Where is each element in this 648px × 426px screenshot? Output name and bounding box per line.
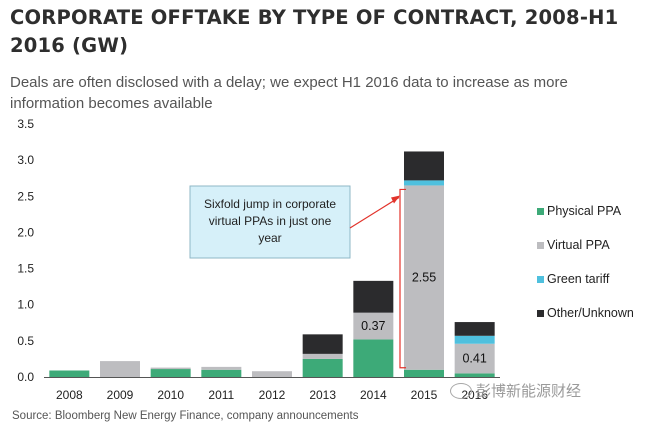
legend-swatch-virtual-ppa bbox=[537, 242, 544, 249]
bar-2013-physical-ppa bbox=[302, 358, 343, 377]
bar-2011-virtual-ppa bbox=[201, 366, 242, 370]
x-tick-label: 2012 bbox=[259, 388, 286, 402]
data-label-2016: 0.41 bbox=[462, 352, 486, 366]
y-tick-label: 2.5 bbox=[17, 189, 34, 203]
y-tick-label: 1.0 bbox=[17, 298, 34, 312]
bar-2015-other-unknown bbox=[404, 151, 444, 181]
bar-2016-green-tariff bbox=[454, 335, 495, 344]
legend: Physical PPA Virtual PPA Green tariff Other… bbox=[537, 204, 634, 320]
watermark: 彭博新能源财经 bbox=[450, 380, 581, 401]
bar-2015-physical-ppa bbox=[404, 369, 444, 377]
legend-label-green-tariff: Green tariff bbox=[547, 272, 610, 286]
annotation-arrow bbox=[349, 196, 400, 229]
bar-2009-virtual-ppa bbox=[100, 361, 140, 377]
watermark-text: 彭博新能源财经 bbox=[476, 382, 582, 400]
x-tick-label: 2014 bbox=[360, 388, 387, 402]
x-tick-label: 2008 bbox=[56, 388, 83, 402]
legend-label-other-unknown: Other/Unknown bbox=[547, 306, 634, 320]
bars bbox=[49, 151, 495, 377]
legend-swatch-green-tariff bbox=[537, 276, 544, 283]
bar-2010-physical-ppa bbox=[150, 369, 191, 377]
bar-2014-virtual-ppa bbox=[353, 312, 394, 340]
legend-label-physical-ppa: Physical PPA bbox=[547, 204, 622, 218]
annotation-box bbox=[189, 185, 351, 259]
annotation-arrowhead bbox=[391, 195, 400, 204]
legend-swatch-physical-ppa bbox=[537, 208, 544, 215]
chart-title: CORPORATE OFFTAKE BY TYPE OF CONTRACT, 2… bbox=[10, 6, 619, 57]
bar-2016-other-unknown bbox=[454, 322, 495, 336]
annotation-text: year bbox=[258, 231, 281, 245]
chart-subtitle: Deals are often disclosed with a delay; … bbox=[10, 74, 568, 112]
x-axis: 2008 2009 2010 2011 2012 2013 2014 2015 2016 bbox=[44, 377, 500, 402]
annotation-bracket bbox=[399, 188, 406, 369]
annotation-text: virtual PPAs in just one bbox=[209, 214, 332, 228]
bar-2008-physical-ppa bbox=[49, 370, 90, 377]
x-tick-label: 2009 bbox=[107, 388, 134, 402]
annotation: Sixfold jump in corporate virtual PPAs in… bbox=[189, 185, 406, 369]
x-tick-label: 2011 bbox=[208, 388, 234, 402]
bar-2011-physical-ppa bbox=[201, 369, 242, 377]
y-tick-label: 3.5 bbox=[17, 117, 34, 131]
bar-2010-virtual-ppa bbox=[150, 367, 191, 370]
bar-2015-virtual-ppa bbox=[404, 185, 444, 370]
data-label-2014: 0.37 bbox=[361, 319, 385, 333]
data-label-2015: 2.55 bbox=[412, 271, 436, 285]
bar-2013-other-unknown bbox=[302, 334, 343, 354]
y-tick-label: 0.5 bbox=[17, 334, 34, 348]
bar-2014-other-unknown bbox=[353, 280, 394, 313]
bar-2016-virtual-ppa bbox=[454, 343, 495, 374]
legend-swatch-other-unknown bbox=[537, 310, 544, 317]
data-labels: 0.37 2.55 0.41 bbox=[361, 271, 487, 366]
bar-2015-green-tariff bbox=[404, 180, 444, 186]
bar-2014-physical-ppa bbox=[353, 339, 394, 377]
x-tick-label: 2013 bbox=[309, 388, 336, 402]
annotation-text: Sixfold jump in corporate bbox=[204, 197, 336, 211]
y-tick-label: 1.5 bbox=[17, 262, 34, 276]
y-axis: 0.0 0.5 1.0 1.5 2.0 2.5 3.0 3.5 bbox=[17, 117, 34, 384]
y-tick-label: 0.0 bbox=[17, 370, 34, 384]
y-tick-label: 3.0 bbox=[17, 153, 34, 167]
bar-2016-physical-ppa bbox=[454, 373, 495, 377]
x-tick-label: 2015 bbox=[411, 388, 438, 402]
bar-2013-virtual-ppa bbox=[302, 353, 343, 359]
legend-label-virtual-ppa: Virtual PPA bbox=[547, 238, 610, 252]
wechat-icon bbox=[450, 382, 472, 399]
bar-2012-virtual-ppa bbox=[252, 371, 292, 377]
x-tick-label: 2010 bbox=[157, 388, 184, 402]
source-note: Source: Bloomberg New Energy Finance, co… bbox=[12, 410, 359, 422]
y-tick-label: 2.0 bbox=[17, 225, 34, 239]
